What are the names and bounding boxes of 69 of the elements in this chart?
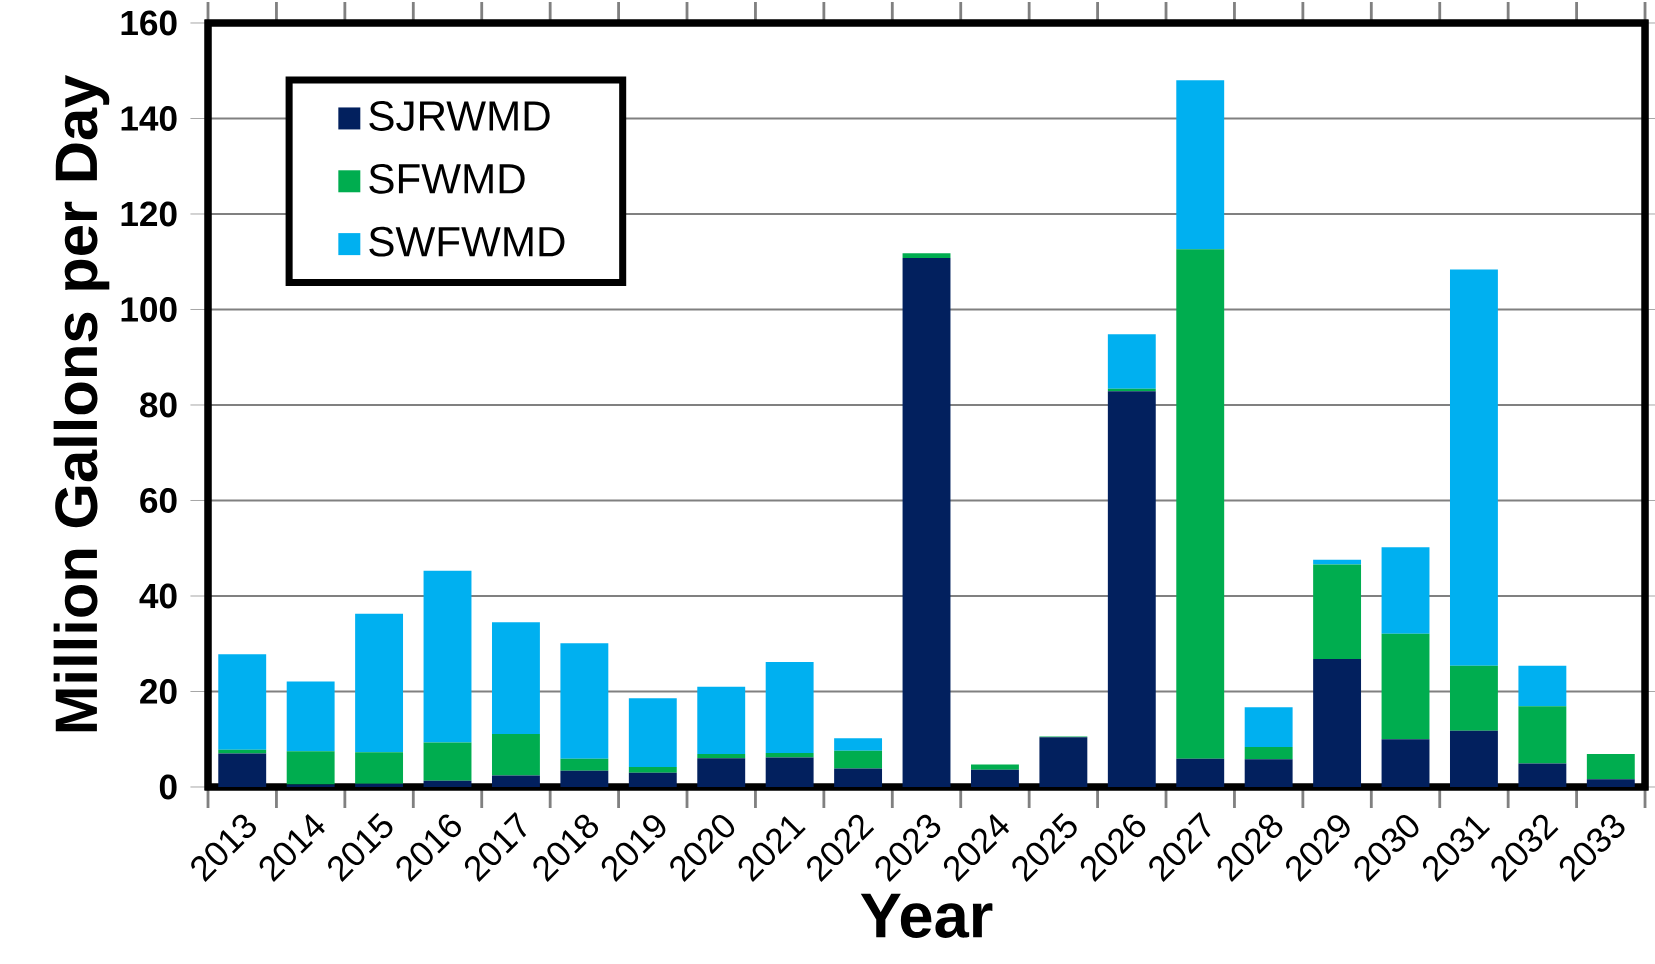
bar xyxy=(628,772,677,787)
bar xyxy=(902,257,951,787)
bar xyxy=(218,753,267,787)
bar xyxy=(971,769,1019,787)
bar xyxy=(355,613,404,753)
bar xyxy=(1518,665,1567,707)
bar xyxy=(697,754,746,759)
bar xyxy=(1244,707,1293,747)
y-tick-label: 80 xyxy=(140,392,177,418)
bar xyxy=(1107,334,1156,389)
bar xyxy=(1518,706,1567,764)
y-axis-title: Million Gallons per Day xyxy=(53,74,110,732)
bar xyxy=(971,764,1019,770)
bar xyxy=(1381,547,1430,634)
bar xyxy=(1039,737,1088,787)
y-tick-label: 140 xyxy=(121,106,177,131)
y-tick-label: 60 xyxy=(140,488,177,513)
bar xyxy=(765,757,814,787)
bar xyxy=(491,734,540,776)
y-tick-label: 160 xyxy=(121,10,177,36)
bar xyxy=(697,686,746,755)
legend-label: SJRWMD xyxy=(369,101,550,131)
bar xyxy=(423,780,472,787)
bar xyxy=(1381,739,1430,787)
bar xyxy=(491,622,540,734)
bar xyxy=(218,654,267,750)
bar xyxy=(628,698,677,767)
y-tick-label: 40 xyxy=(139,583,177,609)
bar xyxy=(1449,665,1498,731)
bar xyxy=(1518,763,1567,787)
bar xyxy=(560,770,609,787)
bar xyxy=(1313,564,1362,660)
bar xyxy=(355,783,404,787)
bar xyxy=(1176,249,1225,759)
bar xyxy=(697,758,746,787)
bar xyxy=(1244,746,1293,760)
bar xyxy=(1313,659,1362,787)
bar xyxy=(1244,759,1293,787)
bar xyxy=(1586,779,1635,787)
bar xyxy=(560,643,609,759)
y-tick-label: 100 xyxy=(121,297,177,322)
bar xyxy=(834,768,883,787)
bar xyxy=(765,661,814,754)
y-tick-label: 20 xyxy=(140,679,177,704)
bar xyxy=(560,758,609,771)
bar xyxy=(286,751,335,785)
y-tick-label: 0 xyxy=(159,774,177,800)
bar xyxy=(628,766,677,773)
bar xyxy=(218,749,267,754)
bar xyxy=(834,738,883,751)
bar xyxy=(1586,754,1635,780)
legend-label: SWFWMD xyxy=(369,226,565,257)
bar xyxy=(1449,730,1498,787)
bar xyxy=(765,753,814,758)
bar xyxy=(423,570,472,743)
bar xyxy=(1176,80,1225,250)
bar xyxy=(423,742,472,781)
legend-label: SFWMD xyxy=(369,163,525,194)
bar xyxy=(286,681,335,752)
bar xyxy=(1107,391,1156,787)
bar xyxy=(834,750,883,769)
bar xyxy=(1449,269,1498,666)
bar xyxy=(902,253,951,258)
bar xyxy=(1381,633,1430,740)
bar xyxy=(355,752,404,784)
bar xyxy=(1176,758,1225,787)
x-axis-title: Year xyxy=(860,893,993,938)
bar xyxy=(491,775,540,787)
y-tick-label: 120 xyxy=(121,201,177,227)
